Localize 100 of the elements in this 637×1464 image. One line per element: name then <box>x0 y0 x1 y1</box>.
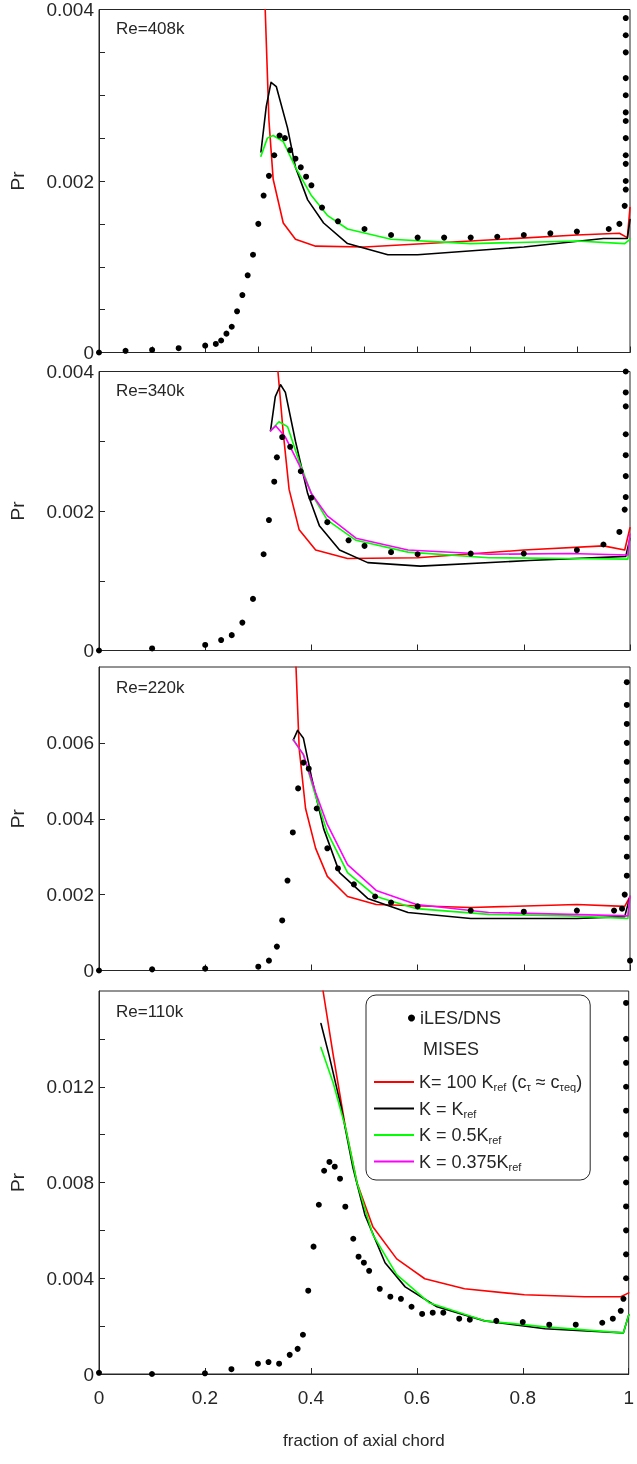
y-tick-label: 0 <box>83 342 94 363</box>
point <box>519 1319 526 1326</box>
point <box>621 506 628 513</box>
point <box>305 765 312 772</box>
x-tick-label: 0.2 <box>191 1387 219 1408</box>
point <box>201 1370 208 1377</box>
point <box>467 234 474 241</box>
point <box>520 550 527 557</box>
point <box>546 1321 553 1328</box>
point <box>300 759 307 766</box>
point <box>271 152 278 159</box>
point <box>623 701 630 708</box>
point <box>308 182 315 189</box>
y-tick-label: 0.012 <box>46 1076 94 1098</box>
point <box>315 1201 322 1208</box>
point <box>271 478 278 485</box>
point <box>623 758 630 765</box>
point <box>218 637 225 644</box>
annotation: Re=220k <box>116 678 186 697</box>
point <box>350 1235 357 1242</box>
y-tick-label: 0.004 <box>46 0 95 20</box>
point <box>234 308 241 315</box>
point <box>244 272 251 279</box>
point <box>260 192 267 199</box>
point <box>255 220 262 227</box>
point <box>623 1059 630 1066</box>
point <box>303 173 310 180</box>
point <box>273 943 280 950</box>
point <box>297 468 304 475</box>
y-tick-label: 0.006 <box>46 732 94 754</box>
point <box>622 403 629 410</box>
x-tick-label: 0.6 <box>403 1387 431 1408</box>
point <box>456 1315 463 1322</box>
point <box>622 15 629 22</box>
point <box>218 337 225 344</box>
point <box>372 893 379 900</box>
point <box>600 541 607 548</box>
point <box>520 908 527 915</box>
point <box>623 1203 630 1210</box>
point <box>619 905 626 912</box>
point <box>250 251 256 258</box>
point <box>616 528 623 535</box>
point <box>609 1315 616 1322</box>
point <box>228 1366 235 1373</box>
point <box>388 899 395 906</box>
point <box>622 368 629 375</box>
point <box>573 228 580 235</box>
point <box>622 452 629 459</box>
point <box>622 135 629 142</box>
point <box>623 999 630 1006</box>
point <box>605 226 612 233</box>
point <box>622 186 629 193</box>
point <box>623 1107 630 1114</box>
point <box>573 547 580 554</box>
point <box>620 1295 627 1302</box>
point <box>286 1351 293 1358</box>
point <box>265 1359 272 1366</box>
point <box>623 815 630 822</box>
legend-label: iLES/DNS <box>420 1008 502 1028</box>
y-tick-label: 0.002 <box>46 884 94 906</box>
point <box>617 1307 624 1314</box>
point <box>254 1360 261 1367</box>
point <box>250 595 256 602</box>
point <box>350 881 357 888</box>
point <box>623 679 630 686</box>
point <box>295 785 302 792</box>
point <box>321 1167 328 1174</box>
point <box>623 853 630 860</box>
point <box>408 1303 415 1310</box>
point <box>255 963 262 970</box>
annotation: MISES <box>423 1039 480 1059</box>
x-axis-title: fraction of axial chord <box>283 1431 445 1450</box>
point <box>228 632 235 639</box>
point <box>148 1371 155 1377</box>
point <box>273 454 280 461</box>
line-series <box>260 134 631 245</box>
point <box>361 542 368 549</box>
point <box>223 330 230 337</box>
point <box>623 1155 630 1162</box>
point <box>287 443 294 450</box>
point <box>324 845 331 852</box>
point <box>334 865 341 872</box>
point <box>414 234 421 241</box>
point <box>313 805 320 812</box>
point <box>622 160 629 167</box>
y-tick-label: 0.002 <box>46 170 94 192</box>
point <box>622 75 629 82</box>
point <box>281 135 288 142</box>
point <box>622 32 629 39</box>
point <box>621 202 628 209</box>
y-tick-label: 0 <box>83 1363 94 1385</box>
x-tick-label: 1 <box>623 1387 635 1408</box>
point <box>324 519 331 526</box>
point <box>623 1131 630 1138</box>
point <box>573 907 580 914</box>
x-tick-label: 0.4 <box>297 1387 325 1408</box>
point <box>265 957 272 964</box>
point <box>419 1310 426 1317</box>
point <box>599 1319 606 1326</box>
point <box>623 1083 630 1090</box>
